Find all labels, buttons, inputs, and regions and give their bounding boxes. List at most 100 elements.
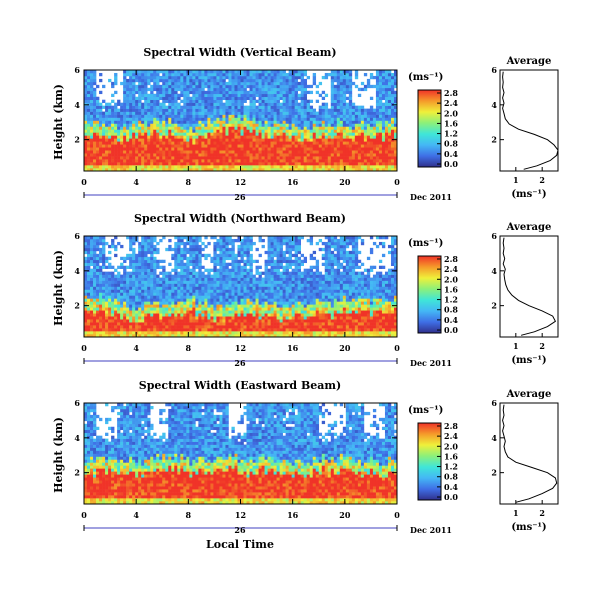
heatmap-cell bbox=[195, 87, 199, 92]
heatmap-cell bbox=[273, 165, 277, 169]
heatmap-cell bbox=[207, 310, 211, 314]
heatmap-cell bbox=[186, 162, 190, 166]
heatmap-cell bbox=[288, 156, 292, 160]
heatmap-cell bbox=[228, 241, 232, 246]
heatmap-cell bbox=[126, 162, 130, 166]
heatmap-cell bbox=[357, 111, 362, 115]
heatmap-cell bbox=[93, 298, 97, 302]
heatmap-cell bbox=[252, 144, 256, 148]
heatmap-cell bbox=[117, 135, 121, 139]
heatmap-cell bbox=[198, 322, 202, 326]
heatmap-cell bbox=[99, 102, 103, 106]
heatmap-cell bbox=[165, 334, 169, 338]
heatmap-cell bbox=[213, 265, 217, 269]
heatmap-cell bbox=[126, 271, 130, 275]
heatmap-cell bbox=[210, 132, 214, 136]
heatmap-cell bbox=[102, 153, 106, 157]
heatmap bbox=[84, 70, 398, 172]
heatmap-cell bbox=[147, 138, 151, 142]
heatmap-cell bbox=[276, 168, 280, 172]
heatmap-cell bbox=[324, 102, 329, 106]
heatmap-cell bbox=[327, 153, 332, 157]
heatmap-cell bbox=[171, 268, 175, 272]
heatmap-cell bbox=[159, 153, 163, 157]
heatmap-cell bbox=[348, 132, 353, 136]
heatmap-cell bbox=[207, 241, 211, 246]
heatmap-cell bbox=[366, 126, 371, 130]
heatmap-cell bbox=[93, 153, 97, 157]
heatmap-cell bbox=[192, 277, 196, 281]
heatmap-cell bbox=[138, 277, 142, 281]
heatmap-cell bbox=[354, 153, 359, 157]
heatmap-cell bbox=[186, 84, 190, 89]
heatmap-cell bbox=[384, 132, 389, 136]
heatmap-cell bbox=[174, 334, 178, 338]
heatmap-cell bbox=[198, 313, 202, 317]
heatmap-cell bbox=[168, 81, 172, 86]
heatmap-cell bbox=[282, 84, 286, 89]
heatmap-cell bbox=[114, 298, 118, 302]
heatmap-cell bbox=[90, 307, 94, 311]
heatmap-cell bbox=[330, 159, 335, 163]
heatmap-cell bbox=[345, 129, 350, 133]
heatmap-cell bbox=[177, 93, 181, 98]
heatmap-cell bbox=[384, 105, 389, 109]
heatmap-cell bbox=[186, 144, 190, 148]
heatmap-cell bbox=[159, 102, 163, 106]
heatmap-cell bbox=[84, 238, 88, 243]
heatmap-cell bbox=[384, 138, 389, 142]
heatmap-cell bbox=[195, 138, 199, 142]
heatmap-cell bbox=[339, 129, 344, 133]
heatmap-cell bbox=[120, 289, 124, 293]
heatmap-cell bbox=[369, 138, 374, 142]
heatmap-cell bbox=[216, 319, 220, 323]
heatmap-cell bbox=[351, 117, 356, 121]
heatmap-cell bbox=[279, 70, 283, 74]
heatmap-cell bbox=[150, 307, 154, 311]
heatmap-cell bbox=[84, 135, 88, 139]
heatmap-cell bbox=[333, 108, 338, 112]
heatmap-cell bbox=[294, 111, 298, 115]
heatmap-cell bbox=[333, 93, 338, 98]
heatmap-cell bbox=[258, 108, 262, 112]
heatmap-cell bbox=[156, 72, 160, 77]
heatmap-cell bbox=[177, 81, 181, 86]
heatmap-cell bbox=[201, 162, 205, 166]
heatmap-cell bbox=[135, 141, 139, 145]
heatmap-cell bbox=[249, 105, 253, 109]
heatmap-cell bbox=[192, 105, 196, 109]
heatmap-cell bbox=[198, 70, 202, 74]
heatmap-cell bbox=[129, 138, 133, 142]
heatmap-cell bbox=[123, 72, 127, 77]
heatmap-cell bbox=[315, 114, 320, 118]
heatmap-cell bbox=[237, 168, 241, 172]
heatmap-cell bbox=[201, 325, 205, 329]
heatmap-cell bbox=[300, 144, 304, 148]
heatmap-cell bbox=[381, 123, 386, 127]
heatmap-cell bbox=[174, 250, 178, 255]
heatmap-cell bbox=[108, 126, 112, 130]
heatmap-cell bbox=[159, 117, 163, 121]
heatmap-cell bbox=[312, 75, 317, 80]
heatmap-cell bbox=[240, 141, 244, 145]
heatmap-cell bbox=[336, 105, 341, 109]
heatmap-cell bbox=[174, 138, 178, 142]
heatmap-cell bbox=[93, 87, 97, 92]
heatmap-cell bbox=[186, 123, 190, 127]
heatmap-cell bbox=[345, 120, 350, 124]
heatmap-cell bbox=[312, 141, 317, 145]
heatmap-cell bbox=[123, 114, 127, 118]
heatmap-cell bbox=[159, 159, 163, 163]
heatmap-cell bbox=[144, 129, 148, 133]
heatmap-cell bbox=[393, 156, 398, 160]
heatmap-cell bbox=[141, 126, 145, 130]
heatmap-cell bbox=[96, 295, 100, 299]
heatmap-cell bbox=[240, 120, 244, 124]
heatmap-cell bbox=[348, 99, 353, 103]
heatmap-cell bbox=[381, 108, 386, 112]
heatmap-cell bbox=[282, 102, 286, 106]
heatmap-cell bbox=[138, 99, 142, 103]
heatmap-cell bbox=[327, 126, 332, 130]
heatmap-cell bbox=[192, 84, 196, 89]
heatmap-cell bbox=[363, 120, 368, 124]
